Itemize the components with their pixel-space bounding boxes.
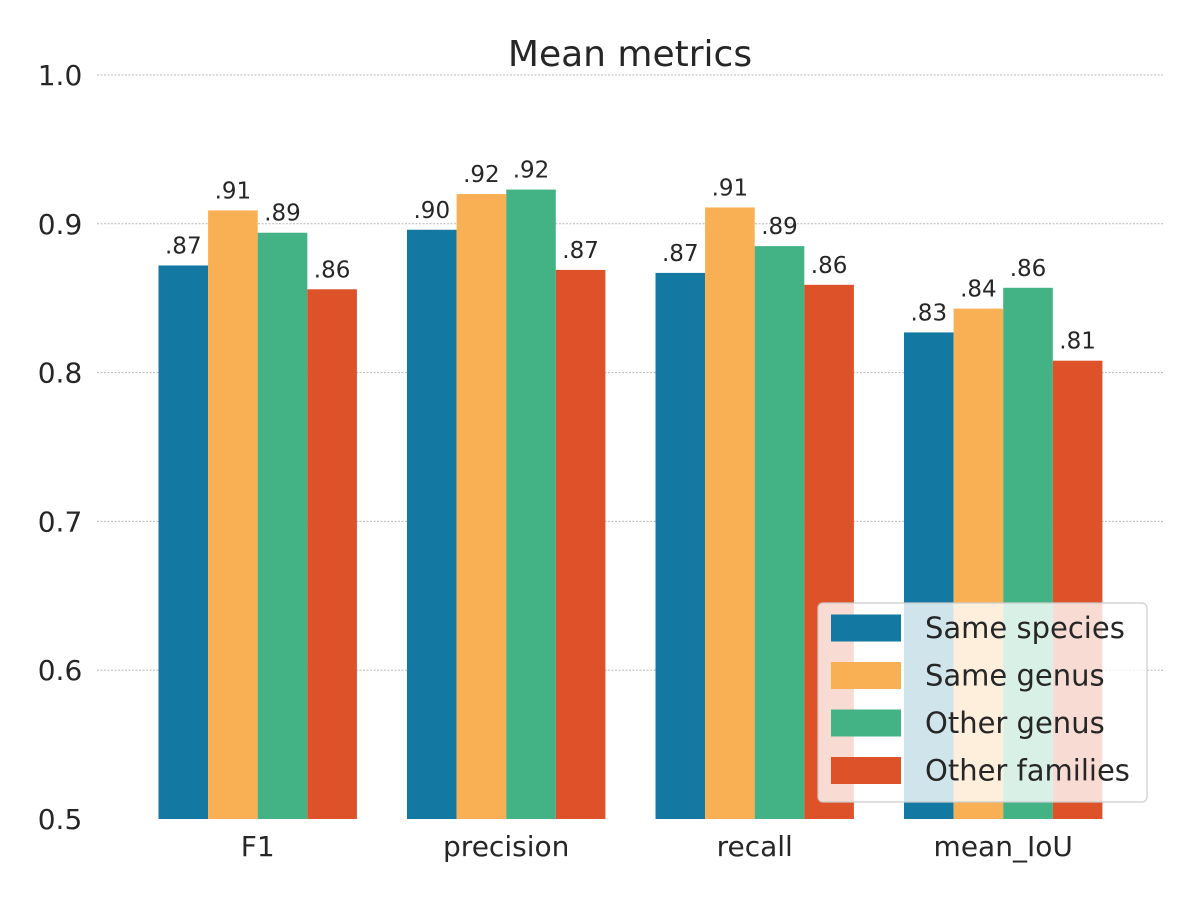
y-axis-ticks: 0.5 0.6 0.7 0.8 0.9 1.0 [38, 59, 83, 836]
bar-value-label: .86 [811, 253, 848, 279]
y-tick-label: 0.9 [38, 208, 83, 241]
bar [754, 246, 805, 819]
bar [158, 265, 209, 819]
bar-value-label: .91 [712, 175, 749, 201]
legend-swatch [831, 614, 901, 642]
legend-label: Same genus [925, 659, 1105, 693]
chart-title: Mean metrics [508, 34, 752, 75]
bar-value-label: .81 [1059, 329, 1096, 355]
bar-value-label: .83 [911, 300, 948, 326]
bar [705, 207, 755, 819]
bar-value-label: .91 [215, 178, 252, 204]
bar-value-label: .87 [562, 238, 599, 264]
bar [655, 272, 706, 819]
x-tick-label: F1 [241, 830, 275, 863]
bar-value-label: .89 [264, 201, 301, 227]
bar-value-label: .92 [463, 162, 500, 188]
legend-swatch [831, 757, 901, 784]
y-tick-label: 1.0 [38, 59, 83, 92]
bar-value-label: .84 [960, 277, 997, 303]
bar [208, 210, 258, 819]
x-tick-label: mean_IoU [934, 830, 1073, 863]
legend-box [817, 602, 1148, 803]
bar [307, 289, 357, 820]
legend-label: Other families [925, 754, 1130, 788]
bar-value-label: .87 [165, 233, 202, 259]
bars [158, 189, 1103, 820]
legend-label: Same species [925, 611, 1125, 645]
data-labels: .87 .91 .89 .86 .90 .92 .92 .87 .87 .91 .89 .86 .83.… [165, 158, 1096, 355]
x-tick-label: precision [443, 830, 569, 863]
y-tick-label: 0.8 [38, 357, 83, 390]
bar-value-label: .86 [314, 257, 351, 283]
legend-swatch [831, 662, 901, 689]
bar [257, 232, 308, 819]
bar [506, 189, 556, 820]
bar [456, 194, 507, 820]
bar-value-label: .86 [1010, 256, 1047, 282]
y-tick-label: 0.6 [38, 654, 83, 687]
legend: Same species Same genus Other genus Other f… [817, 602, 1148, 803]
x-tick-label: recall [717, 830, 793, 863]
y-tick-label: 0.5 [38, 803, 83, 836]
bar-value-label: .87 [662, 241, 699, 267]
bar-value-label: .90 [414, 198, 451, 224]
bar-value-label: .89 [761, 214, 798, 240]
bar-value-label: .92 [513, 158, 550, 184]
x-axis-ticks: F1 precision recall mean_IoU [241, 830, 1073, 863]
y-tick-label: 0.7 [38, 505, 83, 538]
legend-swatch [831, 709, 901, 737]
legend-label: Other genus [925, 706, 1105, 740]
bar [555, 269, 606, 820]
grid-lines [97, 74, 1163, 671]
bar [407, 229, 457, 819]
